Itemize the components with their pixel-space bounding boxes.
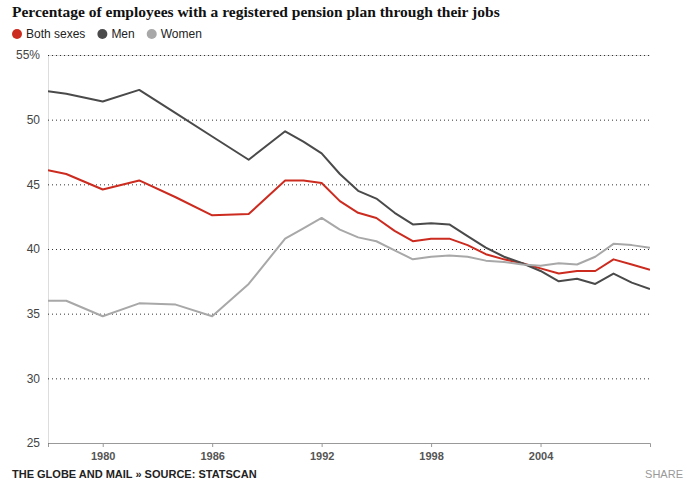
legend-item: Men	[97, 27, 134, 41]
x-tick: 1998	[419, 443, 443, 462]
x-tick: 1992	[310, 443, 334, 462]
y-tick-label: 40	[27, 242, 41, 256]
y-tick: 25	[27, 436, 650, 450]
chart: Percentage of employees with a registere…	[0, 0, 695, 486]
y-tick-label: 35	[27, 307, 41, 321]
share-label: SHARE	[645, 468, 683, 480]
x-tick-label: 1980	[91, 450, 115, 462]
grid-line	[48, 55, 650, 56]
x-tick-label: 1998	[419, 450, 443, 462]
title: Percentage of employees with a registere…	[12, 3, 500, 20]
x-tick: 1980	[91, 443, 115, 462]
y-tick: 55%	[16, 48, 650, 62]
x-tick-mark	[212, 443, 213, 447]
x-tick: 2004	[529, 443, 554, 462]
y-tick: 50	[27, 113, 650, 127]
y-tick-label: 45	[27, 178, 41, 192]
x-tick: 1986	[200, 443, 224, 462]
y-axis-line	[49, 56, 651, 444]
x-tick-mark	[431, 443, 432, 447]
x-axis: 1980 1986 1992 1998 2004	[49, 443, 651, 462]
x-tick-label: 2004	[529, 450, 554, 462]
source-note: THE GLOBE AND MAIL » SOURCE: STATSCAN	[12, 468, 257, 480]
x-tick-mark	[541, 443, 542, 447]
legend-label: Men	[111, 27, 134, 41]
grid-line	[48, 120, 650, 121]
legend-label: Women	[161, 27, 202, 41]
x-tick-mark	[322, 443, 323, 447]
x-tick-label: 1992	[310, 450, 334, 462]
x-axis-line	[49, 444, 651, 448]
x-tick-label: 1986	[200, 450, 224, 462]
y-tick-label: 30	[27, 372, 41, 386]
y-tick-label: 25	[27, 436, 41, 450]
y-tick: 40	[27, 242, 650, 256]
series-line	[48, 218, 650, 316]
grid-line	[48, 378, 650, 379]
grid-line	[48, 314, 650, 315]
plot-area	[48, 90, 650, 316]
legend-item: Women	[147, 27, 202, 41]
series-line	[48, 90, 650, 289]
y-axis: 25 30 35 40 45 50 55%	[16, 48, 650, 450]
legend-swatch	[147, 29, 157, 39]
grid-line	[48, 184, 650, 185]
series-line	[48, 170, 650, 273]
y-tick-label: 55%	[16, 48, 40, 62]
legend-swatch	[12, 29, 22, 39]
legend-item: Both sexes	[12, 27, 85, 41]
legend: Both sexes Men Women	[12, 27, 202, 41]
grid-line	[48, 249, 650, 250]
y-tick: 30	[27, 372, 650, 386]
legend-swatch	[97, 29, 107, 39]
legend-label: Both sexes	[26, 27, 85, 41]
y-tick-label: 50	[27, 113, 41, 127]
x-tick-mark	[103, 443, 104, 447]
